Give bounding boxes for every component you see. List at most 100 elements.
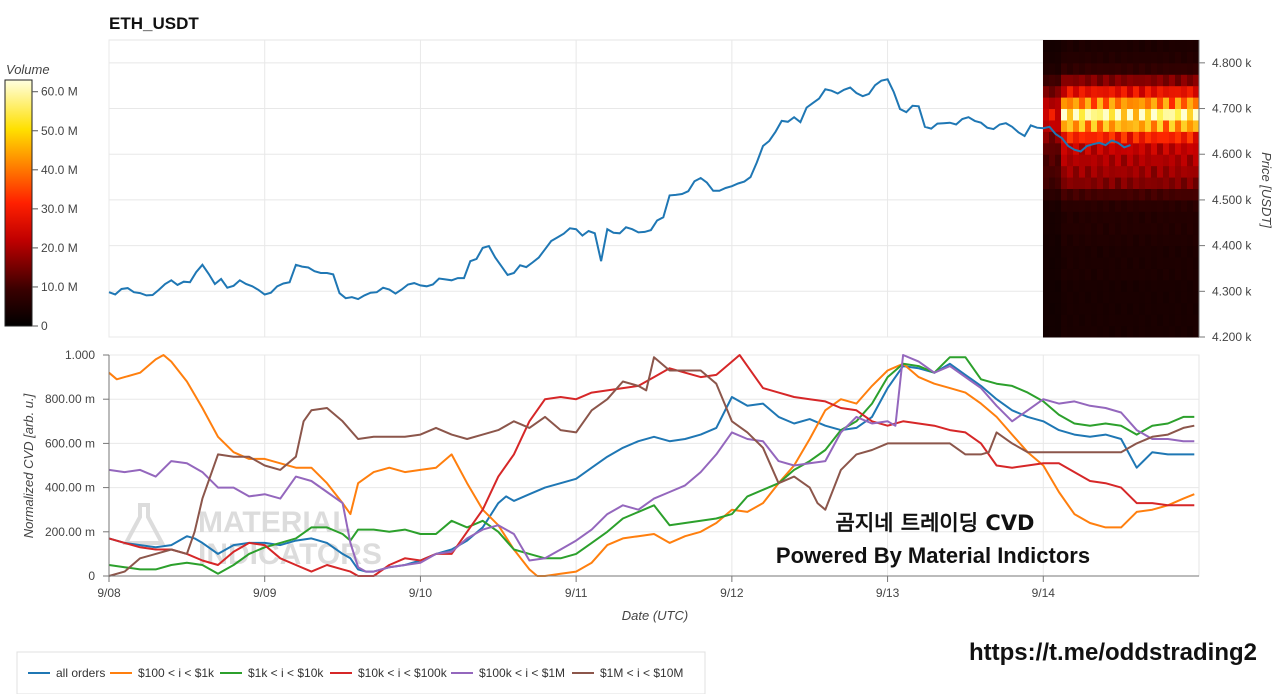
cvd-series-line xyxy=(108,356,1195,575)
heatmap-cell xyxy=(1073,245,1080,258)
heatmap-cell xyxy=(1115,165,1122,178)
heatmap-cell xyxy=(1103,234,1110,247)
heatmap-cell xyxy=(1133,40,1140,52)
heatmap-cell xyxy=(1193,142,1200,155)
heatmap-cell xyxy=(1163,325,1170,338)
heatmap-cell xyxy=(1169,199,1176,212)
heatmap-cell xyxy=(1139,199,1146,212)
heatmap-cell xyxy=(1043,40,1050,52)
heatmap-cell xyxy=(1043,245,1050,258)
cvd-y-tick-label: 600.00 m xyxy=(45,436,95,450)
heatmap-cell xyxy=(1187,234,1194,247)
heatmap-cell xyxy=(1073,314,1080,327)
telegram-link[interactable]: https://t.me/oddstrading2 xyxy=(969,639,1257,666)
heatmap-cell xyxy=(1103,188,1110,201)
heatmap-cell xyxy=(1097,97,1104,110)
heatmap-cell xyxy=(1121,291,1128,304)
heatmap-cell xyxy=(1151,302,1158,315)
heatmap-cell xyxy=(1139,119,1146,132)
heatmap-cell xyxy=(1169,314,1176,327)
heatmap-cell xyxy=(1091,85,1098,98)
heatmap-cell xyxy=(1169,257,1176,269)
heatmap-cell xyxy=(1151,314,1158,327)
heatmap-cell xyxy=(1133,74,1140,87)
heatmap-cell xyxy=(1091,211,1098,224)
heatmap-cell xyxy=(1163,211,1170,224)
heatmap-cell xyxy=(1061,85,1068,98)
heatmap-cell xyxy=(1145,325,1152,338)
heatmap-cell xyxy=(1157,302,1164,315)
heatmap-cell xyxy=(1121,188,1128,201)
heatmap-cell xyxy=(1133,279,1140,292)
heatmap-cell xyxy=(1043,142,1050,155)
heatmap-cell xyxy=(1169,268,1176,281)
colorbar-tick-label: 40.0 M xyxy=(41,163,78,177)
heatmap-cell xyxy=(1097,62,1104,75)
heatmap-cell xyxy=(1079,97,1086,110)
cvd-y-tick-label: 400.00 m xyxy=(45,481,95,495)
heatmap-cell xyxy=(1073,291,1080,304)
colorbar-tick-label: 10.0 M xyxy=(41,280,78,294)
heatmap-cell xyxy=(1145,257,1152,269)
heatmap-cell xyxy=(1139,108,1146,121)
heatmap-cell xyxy=(1145,119,1152,132)
heatmap-cell xyxy=(1157,268,1164,281)
heatmap-cell xyxy=(1169,325,1176,338)
heatmap-cell xyxy=(1049,268,1056,281)
heatmap-cell xyxy=(1151,222,1158,235)
heatmap-cell xyxy=(1163,222,1170,235)
cvd-series-line xyxy=(108,356,1195,577)
price-tick-label: 4.300 k xyxy=(1212,284,1252,298)
volume-heatmap xyxy=(1043,40,1200,338)
heatmap-cell xyxy=(1115,142,1122,155)
colorbar-label: Volume xyxy=(6,62,50,77)
heatmap-cell xyxy=(1091,165,1098,178)
heatmap-cell xyxy=(1181,51,1188,64)
heatmap-cell xyxy=(1193,291,1200,304)
heatmap-cell xyxy=(1187,97,1194,110)
heatmap-cell xyxy=(1163,131,1170,144)
heatmap-cell xyxy=(1073,97,1080,110)
heatmap-cell xyxy=(1133,257,1140,269)
price-tick-label: 4.600 k xyxy=(1212,147,1252,161)
heatmap-cell xyxy=(1139,165,1146,178)
heatmap-cell xyxy=(1133,85,1140,98)
heatmap-cell xyxy=(1181,165,1188,178)
heatmap-cell xyxy=(1175,188,1182,201)
heatmap-cell xyxy=(1133,165,1140,178)
heatmap-cell xyxy=(1061,131,1068,144)
heatmap-cell xyxy=(1043,154,1050,167)
heatmap-cell xyxy=(1115,279,1122,292)
heatmap-cell xyxy=(1055,165,1062,178)
flask-icon xyxy=(122,503,166,545)
heatmap-cell xyxy=(1133,268,1140,281)
heatmap-cell xyxy=(1049,142,1056,155)
heatmap-cell xyxy=(1079,177,1086,189)
heatmap-cell xyxy=(1109,177,1116,189)
heatmap-cell xyxy=(1193,279,1200,292)
heatmap-cell xyxy=(1175,74,1182,87)
heatmap-cell xyxy=(1181,211,1188,224)
heatmap-cell xyxy=(1061,108,1068,121)
heatmap-cell xyxy=(1121,74,1128,87)
heatmap-cell xyxy=(1049,245,1056,258)
heatmap-cell xyxy=(1097,234,1104,247)
heatmap-cell xyxy=(1151,325,1158,338)
heatmap-cell xyxy=(1091,62,1098,75)
heatmap-cell xyxy=(1043,234,1050,247)
heatmap-cell xyxy=(1043,85,1050,98)
heatmap-cell xyxy=(1055,314,1062,327)
heatmap-cell xyxy=(1181,314,1188,327)
heatmap-cell xyxy=(1163,108,1170,121)
heatmap-cell xyxy=(1061,234,1068,247)
heatmap-cell xyxy=(1091,314,1098,327)
heatmap-cell xyxy=(1085,268,1092,281)
heatmap-cell xyxy=(1079,165,1086,178)
heatmap-cell xyxy=(1091,234,1098,247)
heatmap-cell xyxy=(1103,211,1110,224)
heatmap-cell xyxy=(1121,222,1128,235)
heatmap-cell xyxy=(1139,85,1146,98)
heatmap-cell xyxy=(1175,131,1182,144)
heatmap-cell xyxy=(1055,234,1062,247)
